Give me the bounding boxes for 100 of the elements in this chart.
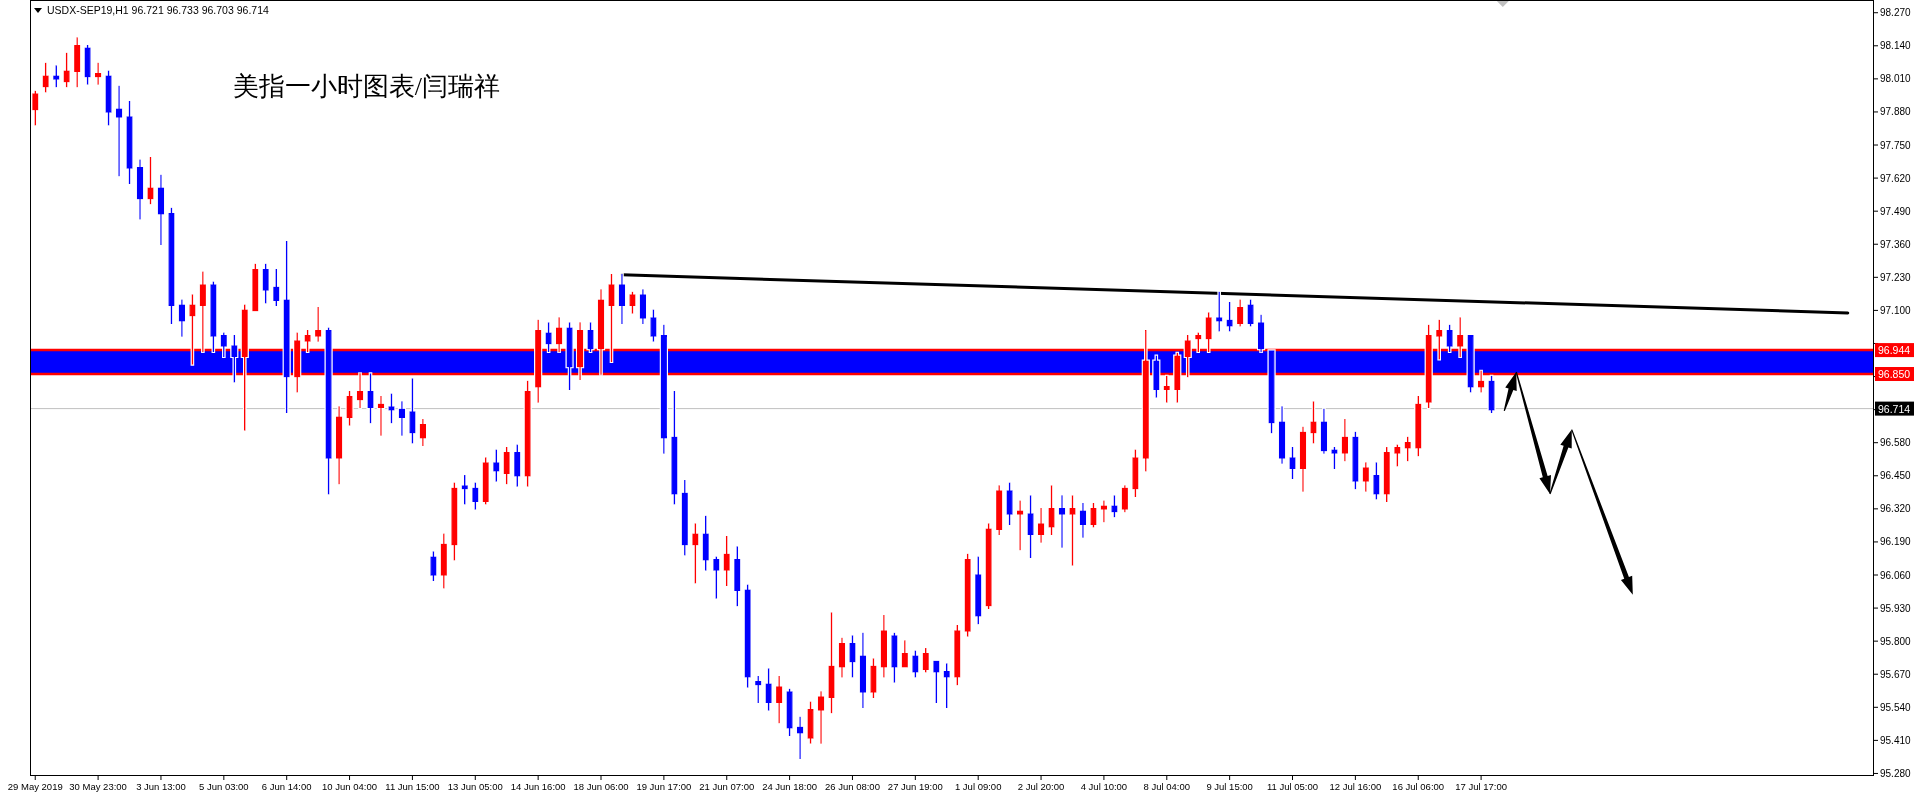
candlestick	[451, 482, 458, 561]
candlestick	[1079, 502, 1087, 538]
candlestick	[136, 159, 144, 220]
candlestick	[1121, 485, 1128, 513]
y-tick-label: 96.060	[1880, 569, 1912, 581]
x-tick-label: 16 Jul 06:00	[1392, 781, 1445, 792]
candlestick	[1310, 401, 1317, 444]
candlestick	[273, 268, 280, 307]
candlestick	[126, 100, 133, 184]
y-tick-label: 97.360	[1880, 238, 1912, 250]
candlestick	[796, 716, 804, 759]
candlestick	[157, 174, 165, 246]
candlestick	[1352, 431, 1359, 490]
x-tick-label: 14 Jun 16:00	[510, 781, 566, 792]
candlestick	[1362, 462, 1369, 492]
candlestick	[1058, 495, 1066, 548]
candlestick	[629, 291, 636, 314]
candlestick	[178, 299, 186, 337]
candlestick	[650, 309, 657, 342]
candlestick	[1100, 500, 1108, 523]
x-tick-label: 2 Jul 20:00	[1017, 781, 1065, 792]
candlestick	[713, 556, 720, 599]
candlestick	[168, 207, 175, 324]
candlestick	[74, 37, 81, 88]
candlestick	[1383, 446, 1390, 503]
candlestick	[472, 482, 479, 510]
ref-line-label: 96.714	[1878, 402, 1911, 415]
candlestick	[1488, 375, 1495, 413]
candlestick	[891, 632, 898, 683]
candlestick	[1404, 436, 1411, 462]
x-tick-label: 5 Jun 03:00	[199, 781, 249, 792]
candlestick	[975, 556, 982, 625]
x-tick-label: 13 Jun 05:00	[447, 781, 503, 792]
x-tick-label: 18 Jun 06:00	[573, 781, 629, 792]
text: 美指一小时图表/闫瑞祥	[232, 72, 501, 101]
candlestick	[409, 378, 416, 444]
candlestick	[776, 675, 783, 724]
y-tick-label: 97.100	[1880, 304, 1912, 316]
candlestick	[1027, 495, 1034, 558]
candlestick	[807, 701, 814, 744]
x-tick-label: 11 Jul 05:00	[1266, 781, 1319, 792]
candlestick	[1373, 462, 1380, 500]
candlestick	[912, 650, 919, 678]
candlestick	[692, 523, 699, 584]
x-tick-label: 4 Jul 10:00	[1080, 781, 1128, 792]
candlestick	[817, 691, 825, 744]
candlestick	[1006, 482, 1013, 525]
y-tick-label: 95.800	[1880, 635, 1912, 647]
x-tick-label: 30 May 23:00	[69, 781, 127, 792]
candlestick	[440, 533, 447, 589]
candlestick	[346, 391, 353, 426]
x-tick-label: 21 Jun 07:00	[699, 781, 755, 792]
x-tick-label: 8 Jul 04:00	[1143, 781, 1191, 792]
x-tick-label: 11 Jun 15:00	[385, 781, 440, 792]
candlestick	[1394, 444, 1401, 467]
x-tick-label: 3 Jun 13:00	[136, 781, 186, 792]
y-tick-label: 95.670	[1880, 668, 1912, 680]
candlestick	[985, 523, 992, 609]
y-tick-label: 96.190	[1880, 536, 1912, 548]
candlestick	[1237, 299, 1244, 327]
candlestick	[95, 62, 102, 85]
candlestick	[828, 612, 835, 714]
candlestick	[1048, 485, 1055, 536]
candlestick	[388, 393, 395, 424]
candlestick	[702, 515, 709, 571]
candlestick	[430, 551, 437, 581]
x-tick-label: 10 Jun 04:00	[322, 781, 378, 792]
candlestick	[514, 444, 521, 487]
candlestick	[493, 449, 500, 482]
candlestick	[1216, 291, 1223, 332]
candlestick	[53, 65, 60, 88]
x-tick-label: 19 Jun 17:00	[636, 781, 692, 792]
candlestick	[639, 289, 647, 324]
candlestick	[671, 391, 678, 505]
candlestick	[618, 273, 626, 324]
candlestick	[315, 307, 322, 342]
candlestick	[996, 485, 1003, 536]
candlestick	[681, 480, 688, 556]
x-tick-label: 17 Jul 17:00	[1455, 781, 1507, 792]
candlestick	[870, 658, 877, 698]
candlestick	[503, 446, 510, 485]
y-tick-label: 98.010	[1880, 73, 1912, 85]
candlestick	[964, 553, 971, 637]
candlestick	[252, 263, 259, 312]
x-tick-label: 24 Jun 18:00	[762, 781, 818, 792]
candlestick	[262, 263, 269, 304]
candlestick	[1415, 396, 1422, 457]
candlestick	[1331, 446, 1338, 469]
candlestick	[105, 70, 112, 126]
candlestick	[84, 45, 91, 85]
candlestick	[954, 625, 961, 686]
ref-line-label: 96.944	[1878, 344, 1911, 357]
candlestick	[377, 396, 385, 436]
candlestick	[1069, 495, 1076, 566]
x-tick-label: 1 Jul 09:00	[954, 781, 1002, 792]
candlestick	[524, 380, 531, 487]
candlestick	[1289, 446, 1296, 480]
candlestick	[1247, 299, 1254, 327]
candlestick	[765, 668, 772, 711]
candlestick	[1111, 495, 1118, 518]
